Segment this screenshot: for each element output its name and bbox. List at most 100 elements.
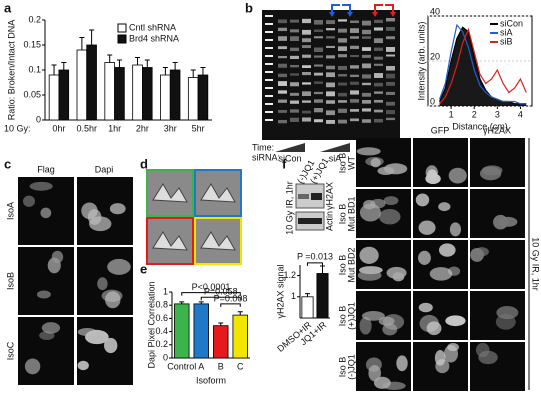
gel-band xyxy=(326,100,335,104)
lane-label: siCon xyxy=(278,153,301,163)
nucleus xyxy=(418,250,431,266)
error-bar xyxy=(135,57,141,65)
y-tick-label: 0 xyxy=(36,114,41,124)
gel-band xyxy=(362,100,371,104)
gel-band xyxy=(326,119,335,124)
gel-band xyxy=(338,28,347,33)
nucleus xyxy=(427,169,438,181)
bar xyxy=(104,62,115,121)
gel-band xyxy=(302,18,311,24)
gel-band xyxy=(350,20,359,24)
gel-band xyxy=(374,73,383,78)
gel-band xyxy=(374,109,383,113)
gel-band xyxy=(326,110,335,116)
gel-band xyxy=(326,65,335,70)
gel-band xyxy=(326,82,335,88)
nucleus xyxy=(429,267,453,281)
gel-band xyxy=(386,73,395,79)
gel-band xyxy=(314,64,323,67)
legend-label: Brd4 shRNA xyxy=(129,33,179,43)
gel-band xyxy=(374,38,383,44)
nucleus xyxy=(22,195,36,207)
gel-band xyxy=(302,45,311,49)
row-label: IsoA xyxy=(5,202,15,220)
nucleus xyxy=(445,315,466,327)
gel-band xyxy=(338,65,347,70)
gel-band xyxy=(278,46,287,50)
y-tick-label: 0.2 xyxy=(155,339,168,349)
gel-band xyxy=(350,109,359,112)
gel-band xyxy=(350,28,359,33)
time-ramp xyxy=(320,143,350,152)
gel-band xyxy=(362,36,371,39)
y-tick-label: 0.15 xyxy=(23,39,41,49)
gel-band xyxy=(362,63,371,69)
y-tick-label: 0.8 xyxy=(155,300,168,310)
nucleus xyxy=(438,243,456,257)
panel-label: f xyxy=(282,156,287,171)
error-bar xyxy=(237,311,243,316)
gel-band xyxy=(362,92,371,97)
gel-band xyxy=(362,54,371,58)
bracket xyxy=(200,296,241,301)
nucleus xyxy=(365,357,382,372)
legend-label: siA xyxy=(500,27,513,37)
nucleus xyxy=(434,350,446,366)
gel-band xyxy=(374,47,383,51)
gel-band xyxy=(362,82,371,86)
gel-band xyxy=(374,91,383,94)
arrow xyxy=(331,4,340,14)
bar xyxy=(174,303,190,359)
surface-peak xyxy=(152,183,188,203)
gel-band xyxy=(314,36,323,39)
error-bar xyxy=(51,64,57,75)
nucleus xyxy=(363,199,376,210)
arrow xyxy=(342,4,351,14)
arrow-head xyxy=(347,12,353,17)
nucleus xyxy=(493,214,509,230)
gel-band xyxy=(338,119,347,124)
ladder-band xyxy=(265,63,273,65)
gel-band xyxy=(386,117,395,121)
nucleus xyxy=(97,277,108,291)
gel-band xyxy=(278,110,287,113)
arrow-head xyxy=(329,12,335,17)
arrow-head xyxy=(372,12,378,17)
legend-label: siB xyxy=(500,36,513,46)
surface-peak xyxy=(152,231,188,251)
nucleus xyxy=(418,302,433,313)
y-tick-label: 0.6 xyxy=(155,313,168,323)
x-axis-label: Isoform xyxy=(196,375,226,385)
gel-band xyxy=(302,29,311,35)
nucleus xyxy=(36,290,51,299)
gel-band xyxy=(302,100,311,103)
bar xyxy=(48,74,60,121)
error-bar xyxy=(190,69,196,78)
treatment-label: 10 Gy IR, 1hr xyxy=(531,237,541,291)
y-tick-label: 1.2 xyxy=(283,270,296,280)
gel-band xyxy=(326,91,335,97)
x-tick-label: A xyxy=(198,361,204,371)
ladder-band xyxy=(265,71,273,73)
gel-band xyxy=(290,19,299,23)
gel-band xyxy=(290,47,299,52)
treatment-label: 10 Gy IR, 1hr xyxy=(284,181,294,235)
row-label: IsoC xyxy=(5,341,15,360)
nucleus xyxy=(359,316,372,335)
gel-band xyxy=(290,73,299,76)
x-tick-label: 3 xyxy=(495,109,500,119)
gel-band xyxy=(338,74,347,77)
error-bar xyxy=(89,29,95,45)
blot-band xyxy=(311,193,322,200)
gel-band xyxy=(350,45,359,49)
error-bar xyxy=(162,67,168,75)
nucleus xyxy=(470,247,484,262)
x-tick-label: 2hr xyxy=(136,123,149,133)
column-header: GFP xyxy=(431,125,450,135)
nucleus xyxy=(40,207,52,219)
gel-band xyxy=(290,36,299,42)
gel-band xyxy=(326,20,335,25)
error-bar xyxy=(61,62,67,70)
nucleus xyxy=(475,342,490,358)
